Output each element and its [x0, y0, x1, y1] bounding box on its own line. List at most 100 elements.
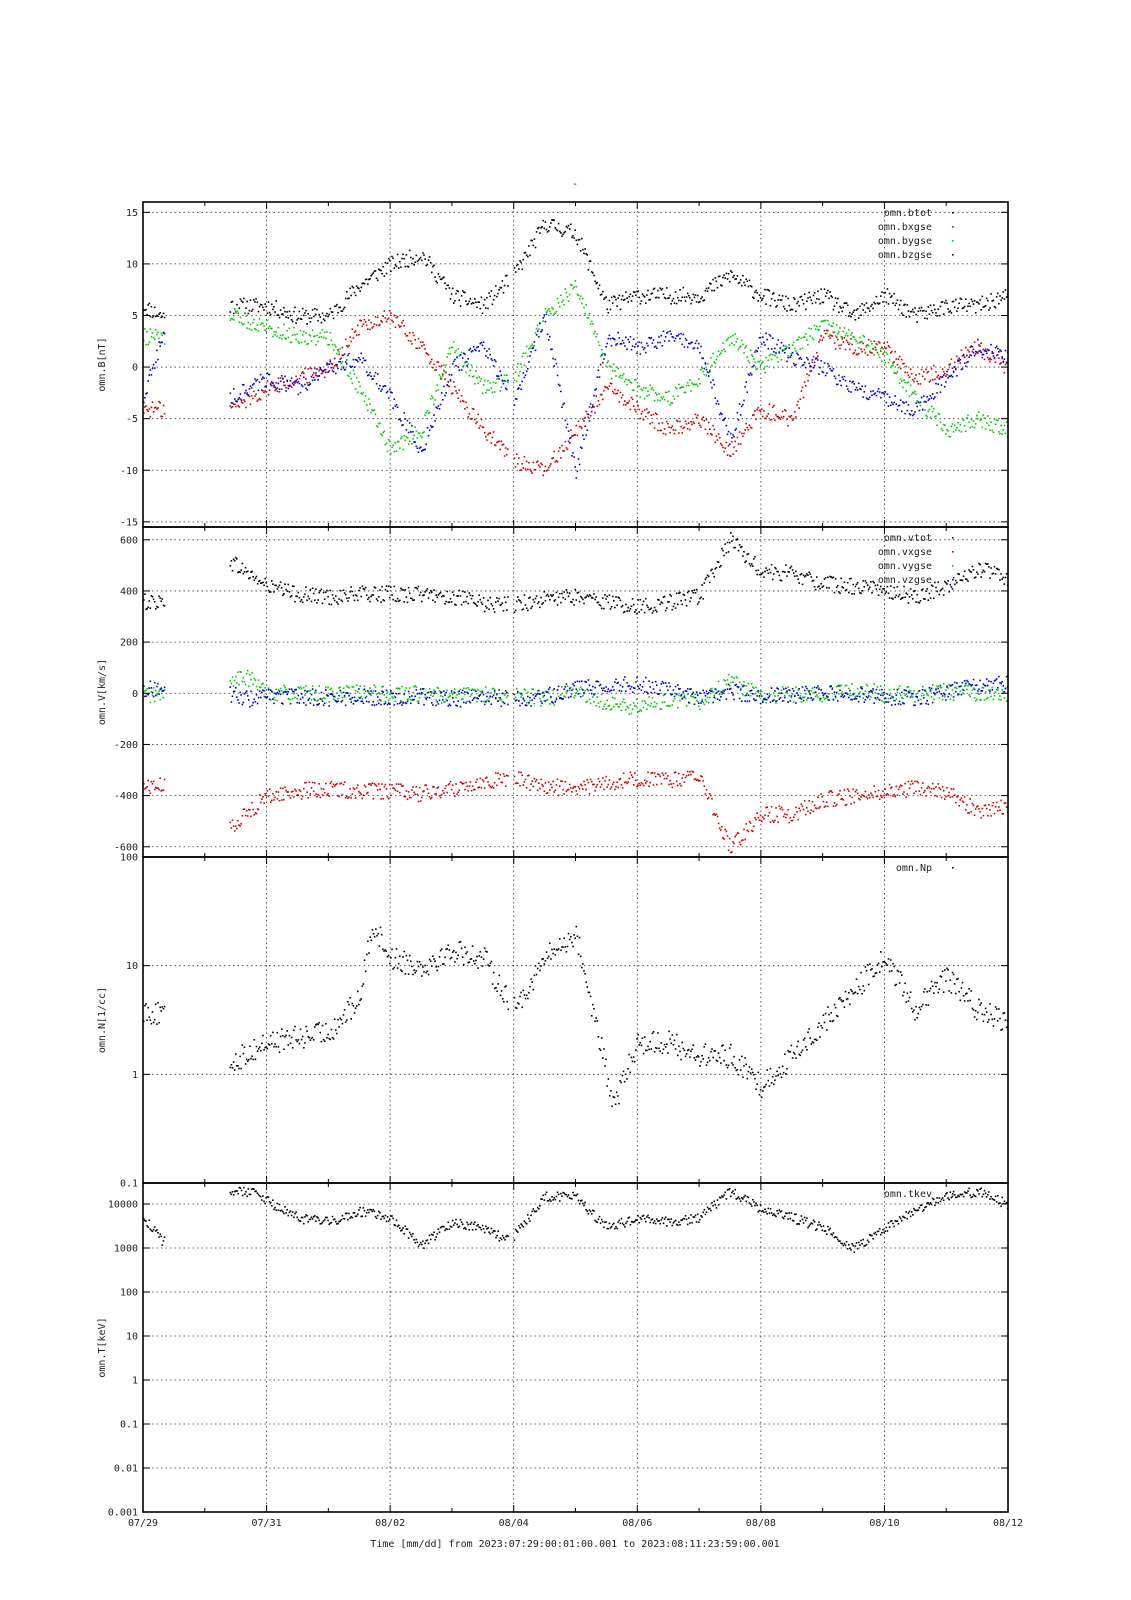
data-point	[945, 375, 947, 377]
data-point	[956, 427, 958, 429]
data-point	[662, 596, 665, 598]
data-point	[159, 597, 161, 599]
data-point	[887, 345, 890, 347]
data-point	[727, 272, 730, 275]
data-point	[437, 273, 440, 275]
data-point	[602, 290, 604, 293]
data-point	[146, 607, 148, 610]
data-point	[315, 343, 317, 346]
data-point	[873, 354, 875, 356]
data-point	[287, 697, 290, 700]
data-point	[916, 405, 918, 408]
data-point	[904, 303, 906, 306]
data-point	[427, 597, 430, 599]
data-point	[738, 403, 741, 405]
data-point	[999, 579, 1001, 581]
data-point	[764, 371, 766, 374]
data-point	[834, 348, 837, 350]
data-point	[606, 308, 608, 311]
data-point	[437, 405, 440, 407]
data-point	[703, 367, 706, 370]
data-point	[994, 361, 997, 363]
data-point	[871, 352, 873, 354]
data-point	[149, 415, 152, 418]
data-point	[597, 778, 600, 780]
data-point	[495, 444, 497, 447]
data-point	[390, 312, 392, 314]
data-point	[491, 687, 494, 690]
data-point	[880, 295, 882, 297]
data-point	[268, 688, 271, 691]
data-point	[455, 783, 457, 785]
data-point	[716, 691, 719, 693]
data-point	[666, 420, 668, 423]
data-point	[232, 685, 235, 687]
data-point	[471, 785, 474, 787]
data-point	[774, 354, 776, 357]
data-point	[818, 341, 820, 343]
data-point	[384, 588, 387, 591]
data-point	[593, 332, 595, 335]
data-point	[475, 603, 477, 606]
data-point	[745, 278, 747, 280]
data-point	[303, 376, 305, 379]
data-point	[584, 312, 586, 315]
data-point	[431, 271, 433, 274]
data-point	[734, 440, 736, 443]
data-point	[561, 592, 563, 595]
data-point	[434, 369, 436, 371]
data-point	[380, 269, 382, 272]
data-point	[575, 599, 578, 601]
data-point	[314, 691, 316, 693]
data-point	[863, 391, 866, 393]
data-point	[453, 302, 455, 304]
data-point	[153, 788, 156, 791]
data-point	[325, 368, 327, 371]
data-point	[893, 371, 895, 374]
data-point	[745, 560, 747, 562]
data-point	[699, 779, 701, 782]
data-point	[901, 785, 903, 787]
data-point	[431, 796, 433, 799]
data-point	[311, 587, 314, 589]
data-point	[348, 352, 350, 355]
data-point	[660, 334, 663, 337]
data-point	[902, 314, 904, 316]
data-point	[308, 381, 311, 384]
data-point	[822, 371, 825, 374]
data-point	[965, 578, 967, 580]
data-point	[486, 389, 488, 391]
y-tick-label: -5	[126, 414, 138, 425]
data-point	[661, 422, 664, 424]
data-point	[700, 297, 702, 300]
data-point	[501, 444, 504, 446]
data-point	[486, 296, 488, 299]
data-point	[280, 375, 283, 377]
data-point	[442, 375, 444, 377]
data-point	[155, 361, 157, 364]
data-point	[319, 796, 322, 799]
data-point	[258, 793, 261, 796]
data-point	[466, 365, 468, 367]
data-point	[256, 324, 259, 326]
data-point	[733, 842, 735, 845]
data-point	[240, 399, 243, 401]
data-point	[415, 686, 418, 688]
data-point	[704, 363, 707, 366]
data-point	[749, 426, 752, 429]
data-point	[599, 363, 602, 366]
data-point	[369, 687, 371, 689]
data-point	[606, 342, 608, 345]
data-point	[357, 690, 359, 693]
data-point	[496, 694, 498, 696]
data-point	[359, 385, 361, 388]
data-point	[361, 585, 364, 588]
data-point	[457, 397, 459, 399]
data-point	[666, 607, 668, 609]
data-point	[436, 596, 439, 599]
data-point	[335, 305, 337, 307]
data-point	[948, 591, 950, 593]
data-point	[973, 341, 976, 343]
data-point	[844, 348, 847, 351]
data-point	[819, 302, 821, 305]
